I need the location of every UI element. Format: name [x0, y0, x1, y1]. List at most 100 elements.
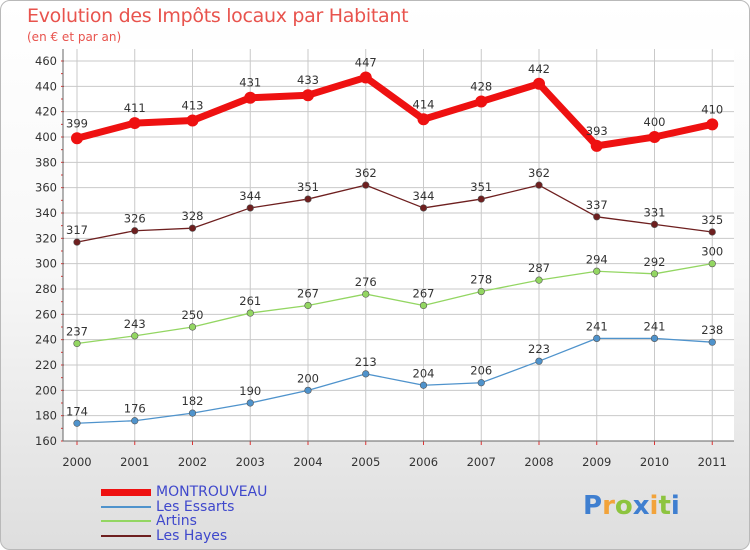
data-label: 399: [66, 116, 88, 130]
data-point: [131, 417, 139, 425]
data-label: 337: [586, 198, 608, 212]
legend-swatch: [101, 534, 151, 537]
legend-swatch: [101, 488, 151, 496]
y-tick-label: 200: [35, 383, 57, 397]
data-label: 325: [701, 213, 723, 227]
data-point: [188, 224, 197, 232]
data-point: [593, 213, 601, 221]
x-tick-label: 2001: [120, 455, 149, 469]
plot-area: [63, 49, 734, 441]
data-point: [650, 270, 659, 278]
data-label: 413: [182, 99, 204, 113]
series-les-hayes: 317 326 328 344 351 362 344 351 362 337 331 325: [66, 166, 723, 246]
data-point: [362, 370, 370, 378]
data-label: 294: [586, 252, 608, 266]
data-label: 428: [470, 80, 492, 94]
x-tick-label: 2000: [62, 455, 91, 469]
data-label: 442: [528, 62, 550, 76]
data-label: 433: [297, 73, 319, 87]
data-label: 400: [644, 115, 666, 129]
data-point: [593, 267, 601, 275]
data-point: [73, 238, 81, 246]
series-artins: 237 243 250 261 267 276 267 278 287 294 292 300: [66, 245, 723, 348]
data-label: 261: [239, 294, 261, 308]
data-label: 292: [644, 255, 666, 269]
data-label: 241: [644, 319, 666, 333]
chart-subtitle: (en € et par an): [27, 30, 122, 44]
data-label: 278: [470, 273, 492, 287]
data-label: 410: [701, 102, 723, 116]
series-line: [76, 184, 713, 243]
series-montrouveau: 399 411 413 431 433 447 414 428 442 393 400 410: [66, 55, 723, 152]
x-tick-label: 2006: [409, 455, 438, 469]
data-point: [246, 399, 254, 407]
data-point: [246, 204, 254, 212]
logo-letter: P: [583, 491, 603, 521]
data-label: 250: [182, 308, 204, 322]
y-tick-label: 240: [35, 333, 57, 347]
data-label: 206: [470, 364, 492, 378]
logo-letter: x: [632, 491, 650, 521]
data-label: 241: [586, 319, 608, 333]
legend-item: Artins: [101, 514, 267, 529]
data-label: 344: [239, 189, 261, 203]
series-line: [73, 73, 716, 150]
data-label: 362: [528, 166, 550, 180]
data-label: 351: [297, 180, 319, 194]
y-tick-label: 160: [35, 434, 57, 448]
x-tick-label: 2010: [640, 455, 669, 469]
data-label: 447: [355, 55, 377, 69]
x-tick-label: 2003: [236, 455, 265, 469]
data-point: [535, 357, 543, 365]
y-tick-label: 400: [35, 130, 57, 144]
data-label: 176: [124, 402, 146, 416]
legend-item: Les Hayes: [101, 528, 267, 544]
legend: MONTROUVEAU Les Essarts Artins Les Hayes: [101, 485, 267, 543]
data-label: 267: [413, 286, 435, 300]
logo-letter: i: [670, 491, 680, 521]
y-tick-label: 180: [35, 409, 57, 423]
data-point: [128, 117, 141, 130]
data-point: [593, 334, 601, 343]
data-label: 393: [586, 124, 608, 138]
data-point: [648, 131, 661, 143]
y-tick-label: 420: [35, 105, 57, 119]
data-label: 190: [239, 384, 261, 398]
data-label: 431: [239, 76, 261, 90]
data-point: [708, 260, 716, 268]
data-point: [477, 379, 485, 387]
data-label: 276: [355, 275, 377, 289]
data-point: [188, 409, 197, 417]
data-point: [362, 290, 370, 298]
y-tick-label: 340: [35, 206, 57, 220]
data-label: 237: [66, 324, 88, 338]
data-label: 287: [528, 261, 550, 275]
data-point: [188, 323, 197, 331]
y-tick-label: 440: [35, 79, 57, 93]
series-les-essarts: 174 176 182 190 200 213 204 206 223 241 241 238: [66, 319, 723, 427]
series-line: [76, 263, 713, 345]
data-label: 328: [182, 209, 204, 223]
data-point: [650, 220, 659, 228]
data-point: [359, 71, 372, 84]
data-point: [246, 309, 254, 317]
data-label: 362: [355, 166, 377, 180]
proxiti-logo: Proxiti: [583, 491, 680, 521]
logo-letter: t: [658, 491, 671, 521]
x-tick-label: 2011: [698, 455, 727, 469]
data-point: [590, 139, 603, 152]
data-point: [131, 332, 139, 340]
data-point: [186, 114, 199, 127]
y-tick-label: 380: [35, 155, 57, 169]
x-tick-label: 2004: [293, 455, 322, 469]
data-point: [73, 419, 81, 427]
data-point: [302, 89, 314, 102]
data-label: 411: [124, 101, 146, 115]
legend-item: MONTROUVEAU: [101, 485, 267, 500]
data-point: [304, 195, 312, 203]
data-label: 351: [470, 180, 492, 194]
x-tick-label: 2002: [178, 455, 207, 469]
legend-item: Les Essarts: [101, 499, 267, 515]
data-label: 238: [701, 323, 723, 337]
